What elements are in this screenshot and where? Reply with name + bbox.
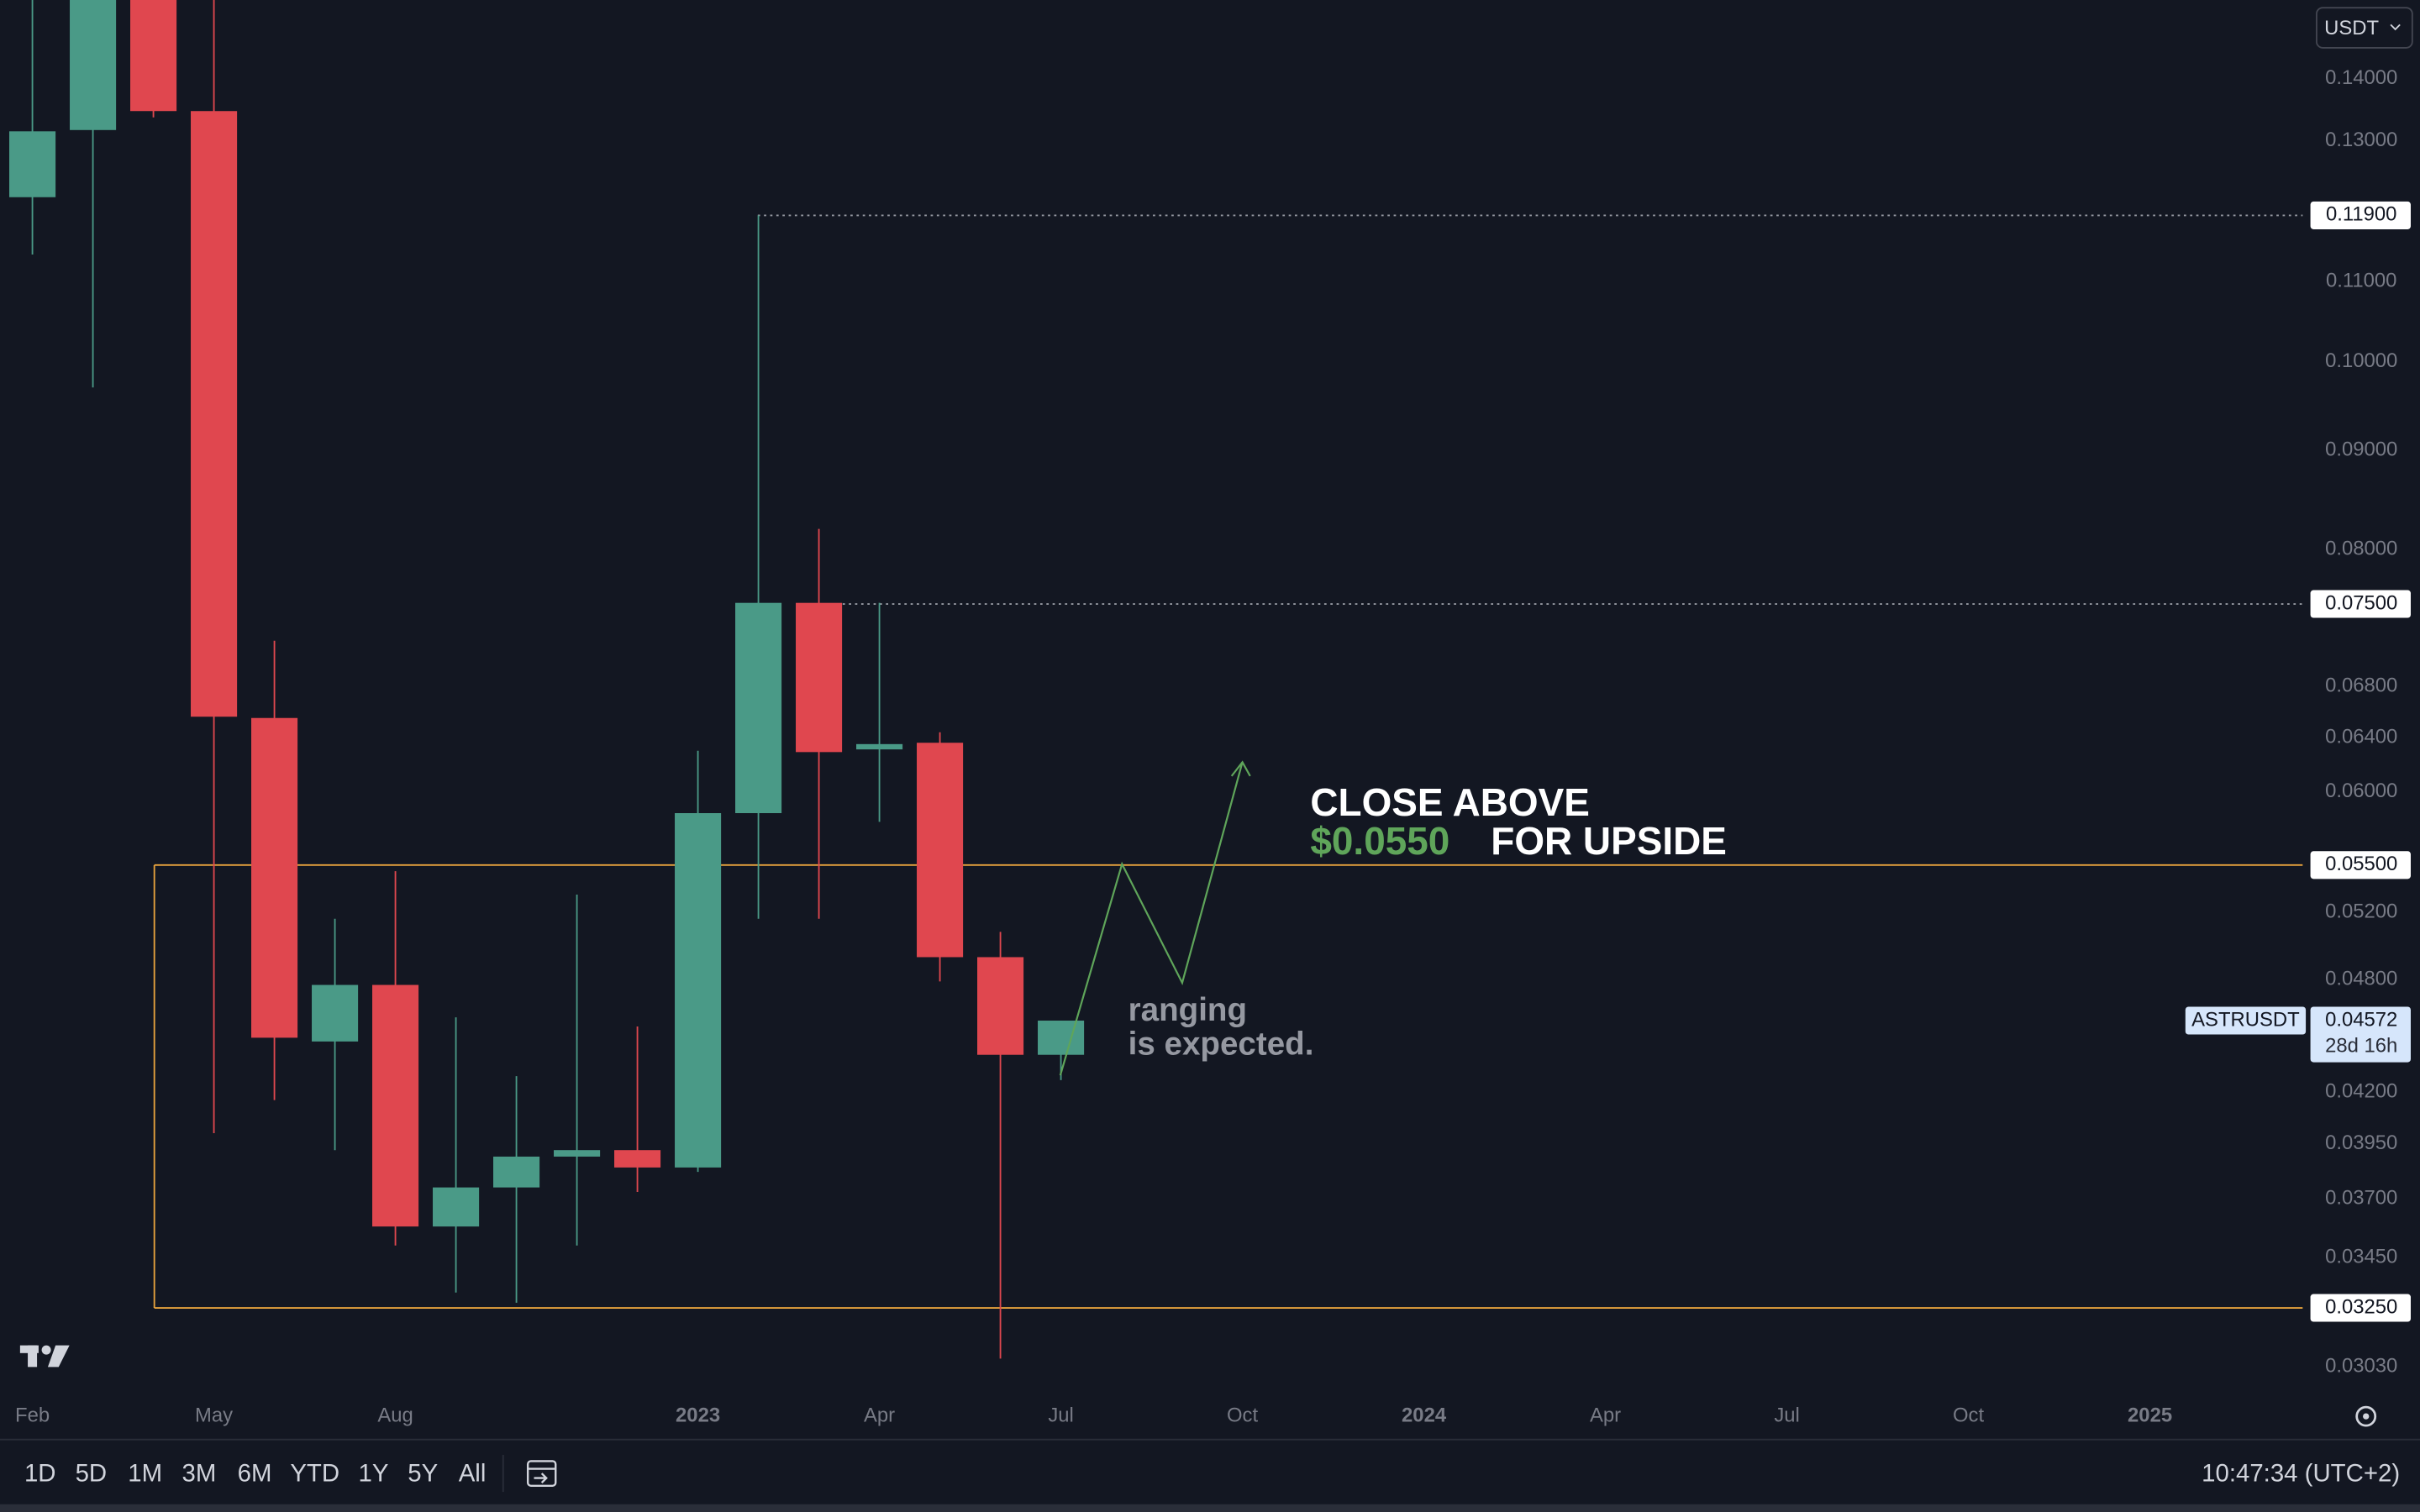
plot-area: [9, 0, 2303, 1359]
arrow-head: [1230, 760, 1251, 777]
y-tick-label: 0.06000: [2325, 780, 2397, 802]
logo-part: [47, 1345, 70, 1368]
x-tick-label: 2023: [676, 1404, 720, 1426]
candle-body: [675, 813, 722, 1168]
x-tick-label: 2025: [2128, 1404, 2172, 1426]
y-tick-label: 0.14000: [2325, 66, 2397, 89]
level-label: 0.05500: [2325, 853, 2397, 875]
projection-path: [1059, 762, 1244, 1076]
level-label-box: [2310, 590, 2411, 618]
dropdown-box[interactable]: [2316, 7, 2413, 49]
candle-body: [372, 984, 419, 1227]
price-axis: 0.14000 0.13000 0.11000 0.10000 0.09000 0.080…: [2185, 66, 2411, 1378]
last-price-box: [2310, 1006, 2411, 1063]
range-button[interactable]: 1Y: [359, 1460, 389, 1488]
x-tick-label: May: [195, 1404, 233, 1426]
x-tick-label: Apr: [864, 1404, 895, 1426]
y-tick-label: 0.13000: [2325, 129, 2397, 151]
symbol-tag-box: [2185, 1006, 2307, 1035]
y-tick-label: 0.06800: [2325, 675, 2397, 697]
y-tick-label: 0.04800: [2325, 968, 2397, 990]
date-range-button[interactable]: [526, 1460, 557, 1487]
level-label: 0.11900: [2326, 203, 2396, 226]
range-button[interactable]: All: [459, 1460, 487, 1488]
y-tick-label: 0.05200: [2325, 900, 2397, 922]
level-label-box: [2310, 1294, 2411, 1322]
symbol-tag: ASTRUSDT: [2191, 1008, 2300, 1031]
range-button[interactable]: 1D: [24, 1460, 56, 1488]
y-tick-label: 0.06400: [2325, 725, 2397, 748]
x-tick-label: Oct: [1227, 1404, 1258, 1426]
candle-body: [70, 0, 117, 130]
level-label-box: [2310, 851, 2411, 879]
bottom-strip: [0, 1504, 2420, 1512]
y-tick-label: 0.03950: [2325, 1131, 2397, 1154]
candle-body: [917, 743, 964, 958]
gear-icon[interactable]: [2355, 1405, 2377, 1427]
x-tick-label: Jul: [1048, 1404, 1074, 1426]
range-button[interactable]: 1M: [128, 1460, 162, 1488]
logo-part: [28, 1345, 38, 1368]
currency-dropdown[interactable]: USDT: [2316, 7, 2413, 49]
candle-body: [735, 602, 782, 814]
projection-arrow: [1059, 760, 1251, 1076]
annotation-note: ranging: [1128, 992, 1247, 1028]
candle-body: [493, 1156, 540, 1188]
x-tick-label: 2024: [1402, 1404, 1447, 1426]
range-button[interactable]: 5D: [76, 1460, 108, 1488]
candle-body: [856, 743, 903, 750]
y-tick-label: 0.03700: [2325, 1186, 2397, 1209]
candle-body: [614, 1150, 661, 1168]
gear-center[interactable]: [2363, 1413, 2370, 1420]
candle-body: [1038, 1021, 1085, 1055]
range-button[interactable]: YTD: [290, 1460, 339, 1488]
y-tick-label: 0.03450: [2325, 1245, 2397, 1268]
level-label: 0.03250: [2325, 1295, 2397, 1318]
settings-button[interactable]: [2355, 1405, 2377, 1427]
candle-body: [9, 131, 56, 197]
y-tick-label: 0.11000: [2326, 270, 2396, 292]
x-tick-label: Aug: [377, 1404, 413, 1426]
annotation-headline: CLOSE ABOVE: [1310, 780, 1589, 824]
range-button[interactable]: 5Y: [408, 1460, 438, 1488]
last-price-label: 0.04572: [2325, 1008, 2397, 1031]
annotation-price: $0.0550: [1310, 819, 1449, 863]
candle-body: [251, 717, 298, 1038]
toolbar: 1D 5D 1M 3M 6M YTD 1Y 5Y All: [24, 1460, 486, 1488]
calendar-icon[interactable]: [526, 1460, 557, 1487]
countdown: 28d 16h: [2325, 1035, 2397, 1058]
candle-body: [796, 602, 843, 753]
level-label: 0.07500: [2325, 591, 2397, 614]
x-tick-label: Jul: [1774, 1404, 1800, 1426]
clock: 10:47:34 (UTC+2): [2202, 1460, 2400, 1488]
y-tick-label: 0.09000: [2325, 438, 2397, 461]
candle-body: [312, 984, 359, 1042]
annotation-note: is expected.: [1128, 1026, 1314, 1062]
y-tick-label: 0.08000: [2325, 538, 2397, 560]
candle-body: [130, 0, 177, 112]
y-tick-label: 0.03030: [2325, 1355, 2397, 1378]
candle-body: [977, 957, 1024, 1055]
currency-label[interactable]: USDT: [2324, 17, 2379, 39]
x-tick-label: Oct: [1953, 1404, 1984, 1426]
logo-part: [41, 1345, 51, 1355]
candle-body: [191, 111, 238, 717]
y-tick-label: 0.10000: [2325, 349, 2397, 372]
candle-body: [433, 1187, 480, 1227]
y-tick-label: 0.04200: [2325, 1079, 2397, 1102]
candle-body: [554, 1150, 601, 1157]
x-tick-label: Feb: [15, 1404, 50, 1426]
level-label-box: [2310, 201, 2411, 229]
annotation-headline: FOR UPSIDE: [1491, 819, 1727, 863]
x-tick-label: Apr: [1590, 1404, 1621, 1426]
range-button[interactable]: 3M: [182, 1460, 217, 1488]
calendar-arrow[interactable]: [534, 1473, 548, 1483]
range-button[interactable]: 6M: [238, 1460, 272, 1488]
logo: [19, 1345, 70, 1368]
dropdown-chevron[interactable]: [2390, 24, 2401, 31]
